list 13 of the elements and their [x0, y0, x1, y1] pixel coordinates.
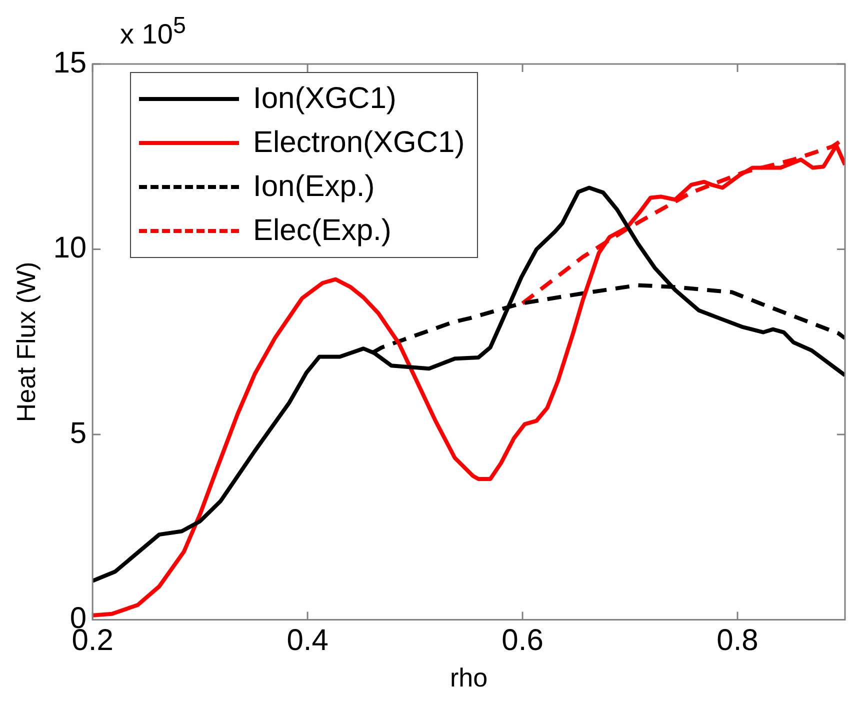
x-tick-label: 0.6	[502, 624, 544, 658]
y-tick-label: 5	[70, 416, 87, 450]
y-tick-label: 10	[53, 232, 87, 265]
y-tick-label: 15	[53, 46, 87, 80]
text: x 10$^{5}$	[120, 11, 186, 52]
legend-label: Ion(XGC1)	[253, 82, 396, 116]
x-tick-label: 0.4	[286, 624, 328, 658]
y-axis-title: Heat Flux (W)	[10, 262, 41, 422]
legend-label: Ion(Exp.)	[253, 170, 375, 204]
x-axis-title: rho	[450, 662, 488, 693]
legend-label: Elec(Exp.)	[253, 214, 392, 248]
x-tick-label: 0.8	[716, 624, 758, 658]
legend-label: Electron(XGC1)	[253, 126, 465, 160]
